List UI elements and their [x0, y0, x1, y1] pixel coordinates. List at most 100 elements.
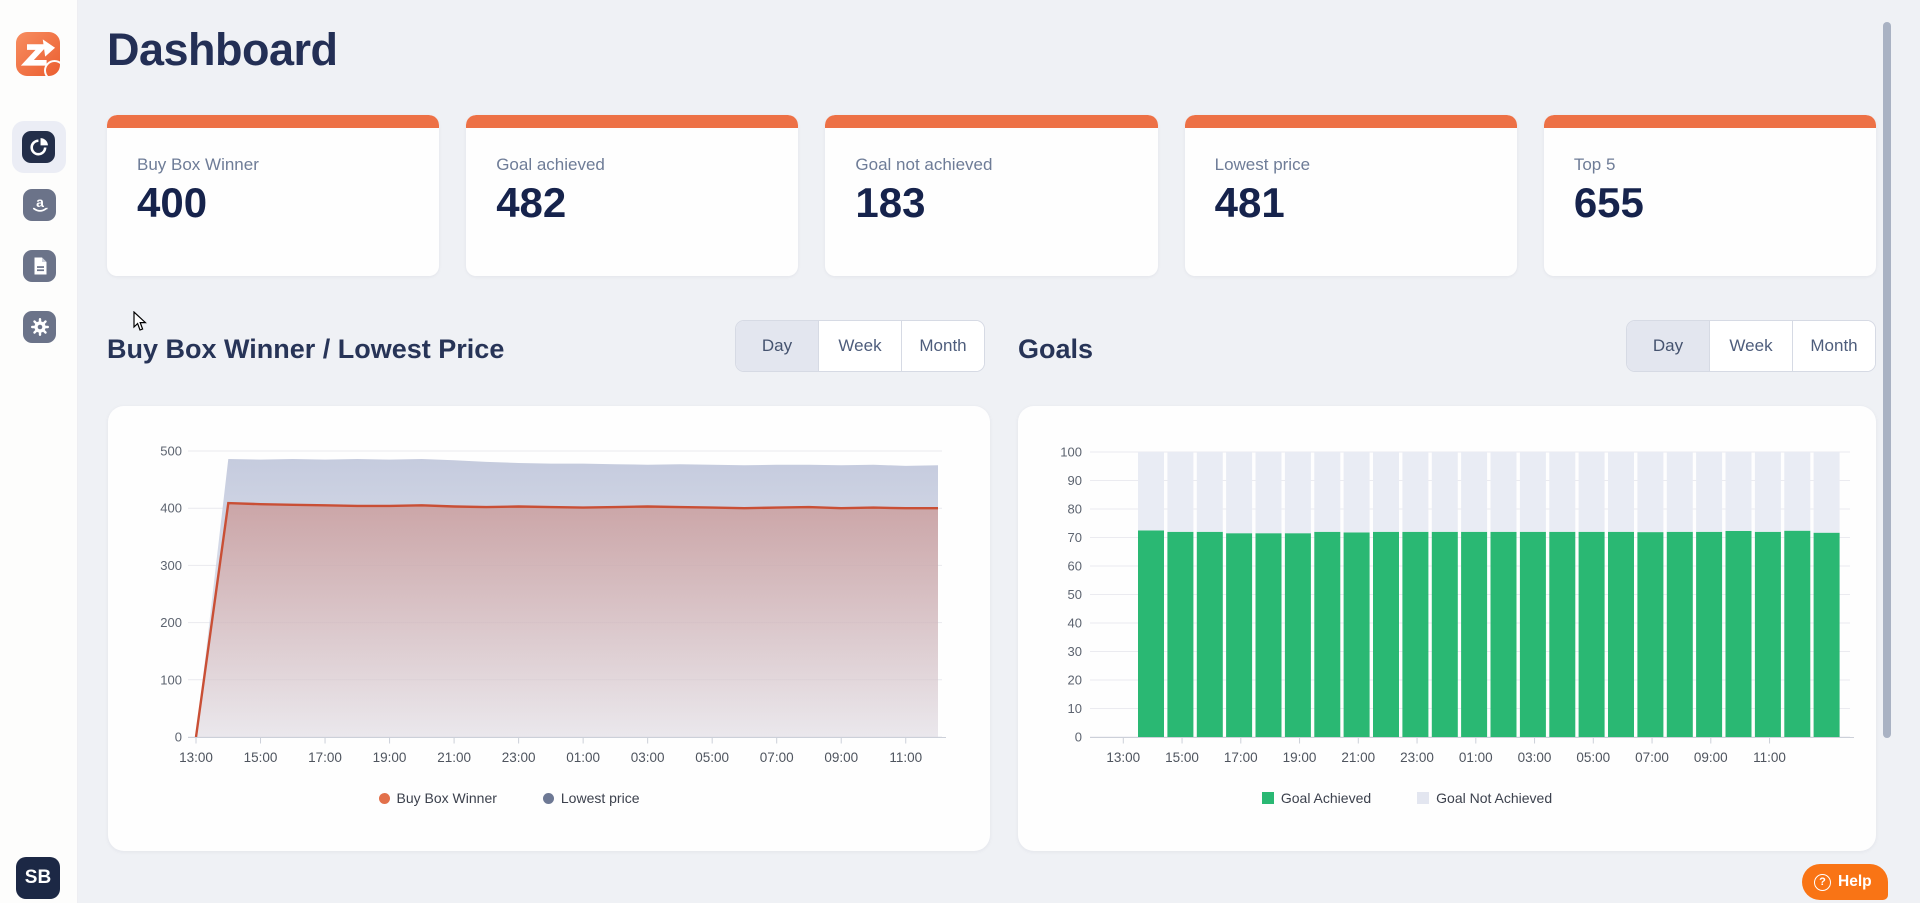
stat-card-value: 400	[137, 179, 208, 226]
stat-card-accent-bar	[107, 115, 440, 128]
svg-text:03:00: 03:00	[631, 750, 665, 765]
sidebar: a	[0, 0, 78, 903]
svg-text:07:00: 07:00	[760, 750, 794, 765]
svg-text:13:00: 13:00	[179, 750, 213, 765]
svg-text:05:00: 05:00	[695, 750, 729, 765]
svg-text:90: 90	[1068, 473, 1082, 488]
legend-swatch	[1417, 792, 1430, 804]
svg-text:60: 60	[1068, 559, 1082, 574]
svg-text:500: 500	[160, 444, 182, 459]
stat-card-value: 482	[496, 179, 567, 226]
toggle-day[interactable]: Day	[1627, 321, 1709, 371]
area-series-buy-box-winner	[196, 503, 938, 737]
app-logo[interactable]	[16, 32, 60, 76]
user-avatar[interactable]: SB	[16, 857, 60, 899]
stat-card-value: 183	[855, 179, 926, 226]
toggle-month[interactable]: Month	[1792, 321, 1875, 371]
buy-box-winner-line	[194, 501, 938, 738]
time-range-toggle-buybox: Day Week Month	[735, 320, 985, 372]
goal-not-achieved-bars	[1138, 452, 1840, 534]
question-circle-icon: ?	[1814, 873, 1831, 891]
legend-label: Goal Not Achieved	[1436, 790, 1553, 806]
svg-text:19:00: 19:00	[373, 750, 407, 765]
amazon-icon: a	[32, 194, 48, 212]
legend-label: Lowest price	[560, 790, 640, 806]
stat-card-label: Goal achieved	[496, 155, 605, 174]
section-title-buybox: Buy Box Winner / Lowest Price	[107, 334, 505, 364]
svg-text:100: 100	[160, 672, 182, 687]
svg-text:300: 300	[160, 558, 182, 573]
svg-text:01:00: 01:00	[1459, 750, 1493, 765]
document-icon	[34, 257, 46, 275]
svg-text:100: 100	[1060, 445, 1082, 460]
toggle-day[interactable]: Day	[736, 321, 818, 371]
stat-card: Goal not achieved 183	[825, 115, 1158, 276]
section-title-goals: Goals	[1018, 334, 1094, 364]
svg-text:50: 50	[1068, 587, 1082, 602]
svg-text:0: 0	[1075, 730, 1082, 745]
svg-text:03:00: 03:00	[1518, 750, 1552, 765]
svg-text:21:00: 21:00	[1341, 750, 1375, 765]
legend-item-goal-not-achieved[interactable]: Goal Not Achieved	[1417, 790, 1552, 806]
page-title: Dashboard	[107, 24, 338, 75]
help-button-label: Help	[1838, 873, 1872, 890]
x-axis-labels: 13:00 15:00 17:00 19:00 21:00 23:00 01:00 03:00…	[179, 737, 922, 765]
buybox-area-chart: 0 100 200 300 400 500 13:00 15:00 17:00 19:00 21:0…	[160, 444, 946, 765]
svg-text:19:00: 19:00	[1283, 750, 1317, 765]
toggle-week[interactable]: Week	[818, 321, 901, 371]
legend-swatch	[542, 792, 554, 804]
svg-text:a: a	[36, 194, 44, 210]
pie-chart-icon	[29, 138, 48, 156]
stat-cards-row: Buy Box Winner 400 Goal achieved 482 Goal no…	[107, 115, 1877, 276]
stat-card-accent-bar	[466, 115, 799, 128]
svg-text:07:00: 07:00	[1635, 750, 1669, 765]
sidebar-item-amazon[interactable]: a	[23, 189, 56, 221]
stat-card-accent-bar	[825, 115, 1158, 128]
goal-achieved-bars	[1138, 530, 1840, 737]
legend-item-buy-box-winner[interactable]: Buy Box Winner	[378, 790, 497, 806]
svg-text:09:00: 09:00	[1694, 750, 1728, 765]
toggle-week[interactable]: Week	[1709, 321, 1792, 371]
toggle-month[interactable]: Month	[901, 321, 984, 371]
buybox-lowest-price-chart-card: 0 100 200 300 400 500 13:00 15:00 17:00 19:00 21:0…	[108, 406, 990, 851]
svg-text:11:00: 11:00	[889, 750, 922, 765]
legend-item-lowest-price[interactable]: Lowest price	[542, 790, 640, 806]
svg-text:23:00: 23:00	[1400, 750, 1434, 765]
legend-swatch	[378, 792, 390, 804]
x-axis-labels: 13:00 15:00 17:00 19:00 21:00 23:00 01:00 03:00…	[1106, 737, 1786, 765]
svg-text:09:00: 09:00	[824, 750, 858, 765]
svg-text:17:00: 17:00	[308, 750, 342, 765]
sidebar-item-settings[interactable]	[23, 311, 56, 343]
vertical-scrollbar[interactable]	[1883, 22, 1891, 738]
stat-card-label: Top 5	[1573, 155, 1616, 174]
stat-card-value: 481	[1214, 179, 1285, 226]
svg-text:200: 200	[160, 615, 182, 630]
svg-text:17:00: 17:00	[1224, 750, 1258, 765]
stat-card: Lowest price 481	[1184, 115, 1517, 276]
legend-item-goal-achieved[interactable]: Goal Achieved	[1261, 790, 1372, 806]
stat-card-label: Goal not achieved	[855, 155, 993, 174]
svg-text:11:00: 11:00	[1753, 750, 1786, 765]
goals-chart-card: 0 10 20 30 40 50 60 70 80 90 100 13:00 15:00 17:00 19:…	[1018, 406, 1876, 851]
stat-card-label: Buy Box Winner	[137, 155, 259, 174]
goals-chart-legend: Goal Achieved Goal Not Achieved	[978, 790, 1836, 806]
svg-text:13:00: 13:00	[1106, 750, 1140, 765]
svg-text:15:00: 15:00	[244, 750, 278, 765]
legend-label: Buy Box Winner	[396, 790, 497, 806]
svg-text:40: 40	[1068, 616, 1082, 631]
stat-card: Buy Box Winner 400	[107, 115, 440, 276]
sidebar-item-documents[interactable]	[23, 250, 56, 282]
sidebar-item-dashboard-selected-bg	[12, 121, 66, 173]
stat-card: Top 5 655	[1543, 115, 1877, 276]
legend-label: Goal Achieved	[1280, 790, 1372, 806]
svg-text:01:00: 01:00	[566, 750, 600, 765]
z-arrow-logo-icon	[20, 39, 56, 66]
svg-text:400: 400	[160, 501, 182, 516]
sidebar-item-dashboard[interactable]	[22, 131, 55, 163]
svg-text:30: 30	[1068, 644, 1082, 659]
svg-text:23:00: 23:00	[502, 750, 536, 765]
svg-text:15:00: 15:00	[1165, 750, 1199, 765]
stat-card-value: 655	[1573, 179, 1644, 226]
help-button[interactable]: ? Help	[1802, 864, 1888, 900]
